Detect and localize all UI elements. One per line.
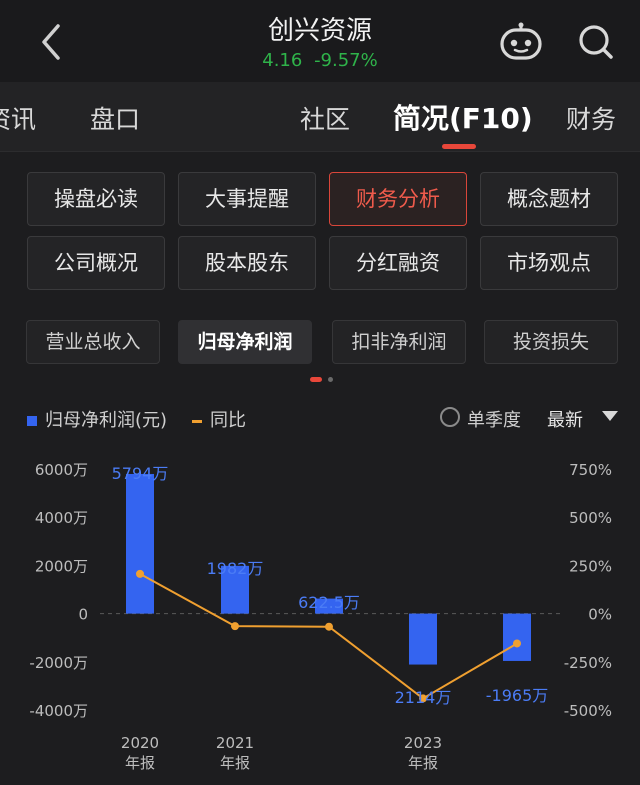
button-shareholders[interactable]: 股本股东 xyxy=(178,236,316,290)
bar-data-label: 5794万 xyxy=(112,464,169,483)
y2-axis-tick-label: -250% xyxy=(564,654,612,672)
y-axis-tick-label: -4000万 xyxy=(29,702,88,720)
y-axis-tick-label: -2000万 xyxy=(29,654,88,672)
x-axis-tick-sublabel: 年报 xyxy=(408,754,438,772)
metric-tab-total-revenue[interactable]: 营业总收入 xyxy=(26,320,160,364)
metric-tab-net-profit[interactable]: 归母净利润 xyxy=(178,320,312,364)
y-axis-tick-label: 6000万 xyxy=(35,461,88,479)
x-axis-tick-label: 2023 xyxy=(404,734,442,752)
tab-f10-profile[interactable]: 简况(F10) xyxy=(393,102,533,135)
x-axis-tick-sublabel: 年报 xyxy=(220,754,250,772)
bar-net-profit xyxy=(315,598,343,614)
stock-price: 4.16 xyxy=(262,50,303,71)
point-yoy xyxy=(513,639,521,648)
caret-down-icon[interactable] xyxy=(601,410,619,422)
button-market-views[interactable]: 市场观点 xyxy=(480,236,618,290)
x-axis-tick-sublabel: 年报 xyxy=(125,754,155,772)
point-yoy xyxy=(325,622,333,631)
bar-net-profit xyxy=(221,565,249,614)
bar-net-profit xyxy=(126,473,154,614)
point-yoy xyxy=(419,694,427,703)
y2-axis-tick-label: 250% xyxy=(569,557,612,575)
button-dividends-financing[interactable]: 分红融资 xyxy=(329,236,467,290)
bar-net-profit xyxy=(409,613,437,665)
tab-finance[interactable]: 财务 xyxy=(566,105,617,134)
legend-line-swatch xyxy=(192,419,202,423)
bar-data-label: 2114万 xyxy=(395,688,452,707)
y-axis-tick-label: 2000万 xyxy=(35,557,88,575)
tab-community[interactable]: 社区 xyxy=(300,105,351,134)
back-chevron-icon[interactable] xyxy=(34,20,70,64)
button-company-overview[interactable]: 公司概况 xyxy=(27,236,165,290)
tab-market-depth[interactable]: 盘口 xyxy=(90,105,141,134)
price-change: 4.16 -9.57% xyxy=(0,50,640,71)
bar-data-label: -1965万 xyxy=(486,686,549,705)
button-concept-themes[interactable]: 概念题材 xyxy=(480,172,618,226)
quarterly-label[interactable]: 单季度 xyxy=(467,410,521,431)
x-axis-tick-label: 2020 xyxy=(121,734,159,752)
button-trading-must-read[interactable]: 操盘必读 xyxy=(27,172,165,226)
page-indicator-inactive xyxy=(328,377,333,382)
page-indicator-active xyxy=(310,377,322,382)
y2-axis-tick-label: 500% xyxy=(569,509,612,527)
bar-data-label: 1982万 xyxy=(207,559,264,578)
f10-panel: 操盘必读 大事提醒 财务分析 概念题材 公司概况 股本股东 分红融资 市场观点 … xyxy=(0,152,640,785)
y2-axis-tick-label: 0% xyxy=(588,606,612,624)
point-yoy xyxy=(136,569,144,578)
legend-yoy: 同比 xyxy=(192,406,246,432)
stock-name: 创兴资源 xyxy=(267,16,372,46)
tab-news[interactable]: 资讯 xyxy=(0,105,37,134)
legend-label-net-profit: 归母净利润(元) xyxy=(45,410,168,431)
x-axis-tick-label: 2021 xyxy=(216,734,254,752)
net-profit-chart: 6000万 4000万 2000万 0 -2000万 -4000万 750% 500% 250%… xyxy=(29,461,612,772)
search-icon[interactable] xyxy=(576,22,616,62)
point-yoy xyxy=(231,622,239,631)
quarterly-radio[interactable] xyxy=(440,407,460,427)
y-axis-tick-label: 4000万 xyxy=(35,509,88,527)
active-tab-indicator xyxy=(442,144,476,149)
legend-net-profit: 归母净利润(元) xyxy=(27,406,167,432)
legend-bar-swatch xyxy=(27,416,37,426)
y2-axis-tick-label: 750% xyxy=(569,461,612,479)
price-change-percent: -9.57% xyxy=(314,50,378,71)
button-financial-analysis[interactable]: 财务分析 xyxy=(329,172,467,226)
bar-net-profit xyxy=(503,613,531,661)
tab-bar: 资讯 盘口 社区 简况(F10) 财务 xyxy=(0,82,640,152)
sort-dropdown-label[interactable]: 最新 xyxy=(547,410,583,431)
metric-tab-deducted-net-profit[interactable]: 扣非净利润 xyxy=(332,320,466,364)
bar-data-label: 622.5万 xyxy=(298,593,360,612)
y2-axis-tick-label: -500% xyxy=(564,702,612,720)
y-axis-tick-label: 0 xyxy=(78,606,88,624)
app-header: 创兴资源 4.16 -9.57% xyxy=(0,0,640,82)
legend-label-yoy: 同比 xyxy=(210,410,246,431)
robot-assistant-icon[interactable] xyxy=(498,22,544,62)
metric-tab-investment-loss[interactable]: 投资损失 xyxy=(484,320,618,364)
button-event-reminder[interactable]: 大事提醒 xyxy=(178,172,316,226)
